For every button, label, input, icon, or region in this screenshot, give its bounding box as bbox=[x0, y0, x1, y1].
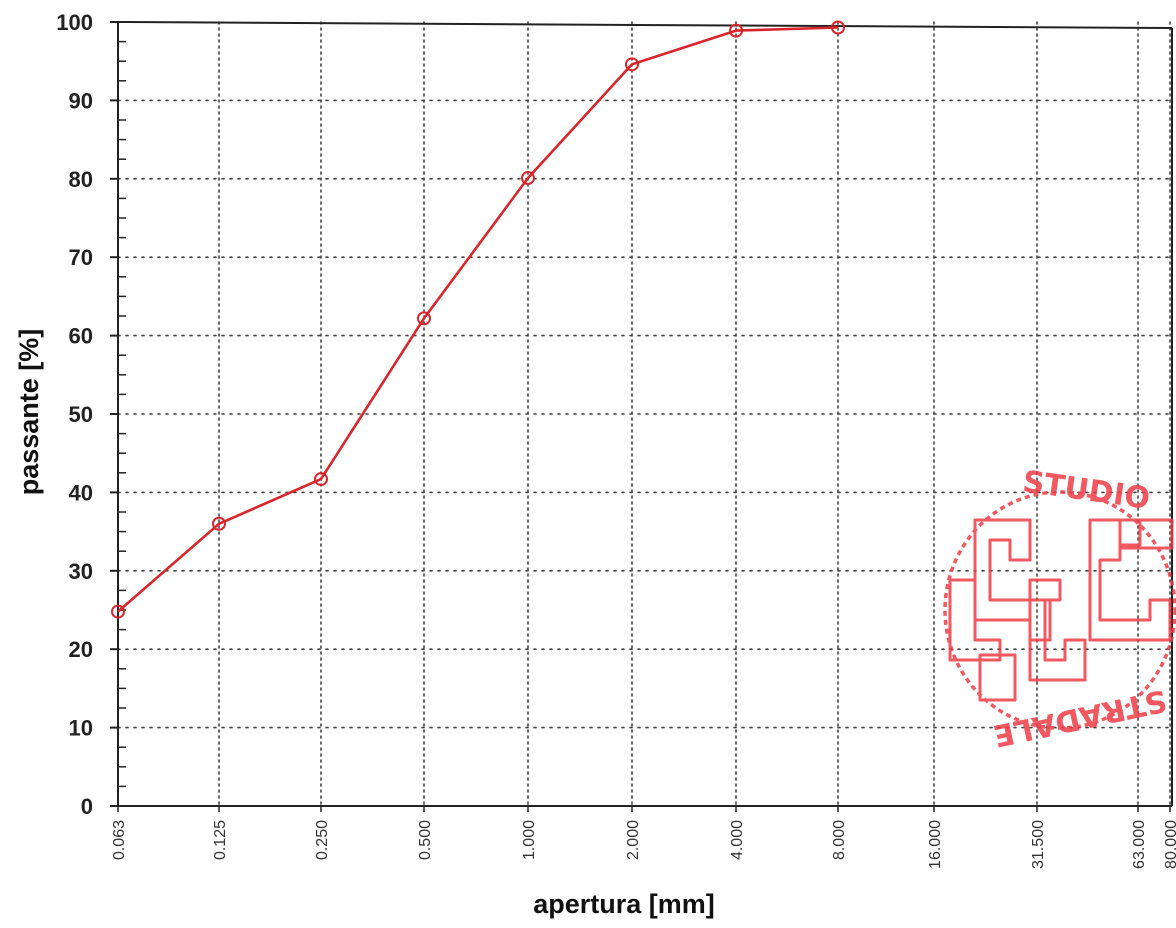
y-tick-label: 70 bbox=[69, 245, 93, 270]
stamp-logo-shape bbox=[1088, 518, 1172, 642]
series-line bbox=[117, 26, 839, 613]
y-tick-label: 60 bbox=[69, 324, 93, 349]
x-tick-label: 4.000 bbox=[729, 820, 746, 860]
y-axis-ticks: 0 10 20 30 40 50 60 70 80 90 100 bbox=[56, 10, 118, 819]
x-tick-label: 0.500 bbox=[417, 820, 434, 860]
axes bbox=[117, 21, 1173, 807]
studio-stradale-stamp: STUDIO STRADALE bbox=[943, 464, 1176, 753]
x-tick-label: 1.000 bbox=[521, 820, 538, 860]
x-axis-ticks: 0.063 0.125 0.250 0.500 1.000 2.000 4.000 8.000… bbox=[111, 806, 1176, 869]
y-tick-label: 10 bbox=[69, 716, 93, 741]
stamp-logo-shape bbox=[948, 578, 1002, 662]
y-tick-label: 50 bbox=[69, 402, 93, 427]
stamp-text-bottom: STRADALE bbox=[990, 682, 1170, 753]
data-point bbox=[625, 57, 639, 72]
x-tick-label: 8.000 bbox=[831, 820, 848, 860]
top-border-line bbox=[117, 21, 1173, 29]
data-point bbox=[831, 20, 845, 35]
y-axis-label: passante [%] bbox=[14, 329, 44, 496]
y-tick-label: 0 bbox=[81, 794, 93, 819]
x-tick-label: 0.125 bbox=[212, 820, 229, 860]
stamp-ring bbox=[943, 490, 1176, 730]
data-point bbox=[729, 23, 743, 38]
data-point bbox=[417, 311, 431, 326]
x-tick-label: 31.500 bbox=[1030, 820, 1047, 869]
data-point bbox=[212, 516, 226, 531]
x-axis-label: apertura [mm] bbox=[533, 889, 715, 919]
y-tick-label: 40 bbox=[69, 480, 93, 505]
x-tick-label: 16.000 bbox=[927, 820, 944, 869]
data-point bbox=[111, 604, 125, 619]
x-tick-label: 0.063 bbox=[111, 820, 128, 860]
x-tick-label: 80.000 bbox=[1163, 820, 1176, 869]
x-tick-label: 0.250 bbox=[314, 820, 331, 860]
y-tick-label: 80 bbox=[69, 167, 93, 192]
stamp-text-top: STUDIO bbox=[1021, 464, 1153, 516]
y-tick-label: 90 bbox=[69, 88, 93, 113]
x-tick-label: 2.000 bbox=[625, 820, 642, 860]
series-layer bbox=[111, 20, 845, 619]
stamp-logo-shape bbox=[978, 653, 1017, 702]
data-point bbox=[314, 472, 328, 487]
stamp-logo-shape bbox=[1028, 578, 1087, 682]
stamp-logo-shape bbox=[1118, 518, 1174, 550]
y-tick-label: 100 bbox=[56, 10, 93, 35]
y-tick-label: 20 bbox=[69, 637, 93, 662]
x-tick-label: 63.000 bbox=[1131, 820, 1148, 869]
data-point bbox=[521, 171, 535, 186]
y-tick-label: 30 bbox=[69, 559, 93, 584]
